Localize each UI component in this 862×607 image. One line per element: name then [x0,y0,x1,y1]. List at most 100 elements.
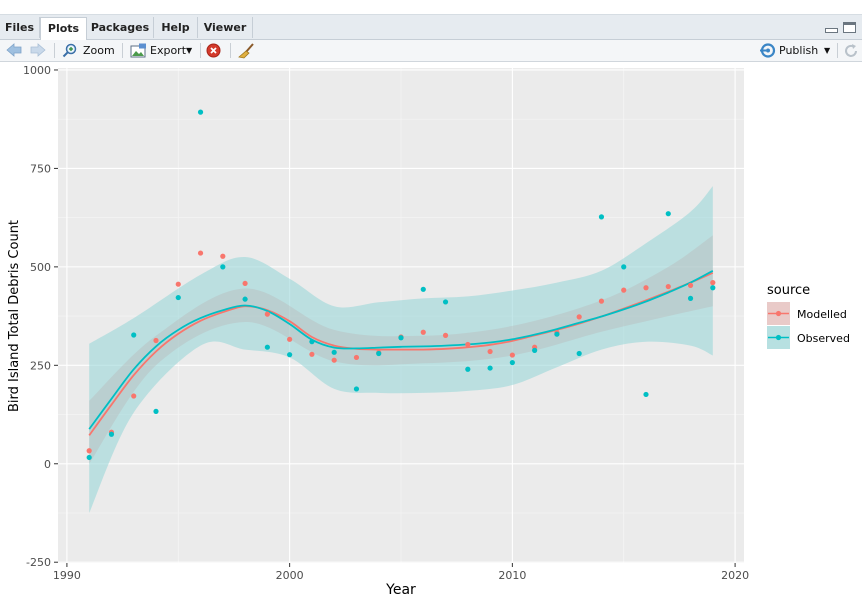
data-point-observed [598,214,605,220]
arrow-right-icon [30,43,46,57]
x-tick-label: 1990 [53,569,81,582]
legend-label-modelled: Modelled [797,308,847,321]
refresh-button[interactable] [843,42,859,59]
x-tick-label: 2010 [498,569,526,582]
data-point-modelled [331,357,337,363]
data-point-observed [175,294,181,301]
export-label: Export [150,44,187,57]
data-point-modelled [220,253,226,259]
data-point-modelled [153,337,159,344]
x-axis-ticks: 1990 2000 2010 2020 [53,563,749,582]
data-point-modelled [420,329,426,335]
tab-viewer[interactable]: Viewer [198,17,253,38]
toolbar-separator [54,43,55,58]
forward-button[interactable] [30,42,46,59]
remove-plot-button[interactable] [206,42,222,59]
clear-all-button[interactable] [238,42,256,59]
zoom-button[interactable]: Zoom [62,42,115,59]
data-point-modelled [175,281,181,287]
smooth-lines [88,270,714,436]
y-tick-label: 0 [44,458,51,471]
smooth-line-observed [88,270,714,430]
data-point-modelled [264,311,270,317]
legend-key-point [775,310,782,317]
y-tick-label: 750 [30,162,51,175]
x-tick-label: 2000 [276,569,304,582]
data-point-modelled [487,348,493,355]
data-point-observed [532,347,538,353]
arrow-left-icon [6,43,22,57]
data-point-observed [554,331,560,337]
data-point-observed [576,350,582,357]
back-button[interactable] [6,42,22,59]
data-point-observed [687,295,694,301]
x-axis-title: Year [385,582,416,598]
data-point-observed [287,352,293,358]
toolbar-separator [200,43,201,58]
data-point-observed [331,349,337,355]
data-point-observed [398,335,404,341]
data-point-observed [643,391,649,398]
data-point-observed [242,296,248,302]
data-point-modelled [197,250,204,256]
export-button[interactable]: Export ▼ [130,42,196,59]
y-tick-label: 1000 [23,64,51,77]
pane-tab-bar: Files Plots Packages Help Viewer [0,15,862,40]
y-axis-title: Bird Island Total Debris Count [7,220,22,412]
tab-plots[interactable]: Plots [40,17,87,40]
toolbar-separator [837,43,838,58]
publish-button[interactable]: Publish ▼ [759,42,833,59]
data-point-observed [509,359,515,366]
toolbar-separator [122,43,123,58]
data-point-modelled [86,448,92,454]
data-point-observed [264,344,270,350]
data-point-modelled [598,298,605,304]
plot-viewer: -250 0 250 500 750 1000 1990 2000 2010 2020 Year… [0,62,862,603]
publish-icon [760,43,776,58]
data-point-modelled [242,280,248,287]
y-axis-ticks: -250 0 250 500 750 1000 [23,64,58,569]
window-top-strip [0,0,862,15]
data-point-observed [153,408,159,414]
y-tick-label: 500 [30,261,51,274]
maximize-icon[interactable] [843,22,856,33]
data-point-modelled [131,393,137,399]
data-point-observed [710,285,716,291]
data-point-observed [309,339,315,345]
tab-packages[interactable]: Packages [87,17,154,38]
data-point-modelled [353,354,360,361]
chevron-down-icon: ▼ [824,46,831,55]
data-point-modelled [576,314,582,320]
zoom-label: Zoom [83,44,115,57]
data-point-modelled [287,336,293,342]
tab-files[interactable]: Files [0,17,40,38]
data-point-modelled [442,332,449,338]
data-point-observed [621,264,627,270]
data-point-observed [108,431,115,437]
toolbar-separator [230,43,231,58]
broom-icon [238,43,254,59]
plots-toolbar: Zoom Export ▼ Publish ▼ [0,40,862,62]
y-tick-label: 250 [30,359,51,372]
tab-help[interactable]: Help [154,17,198,38]
data-point-observed [197,109,204,115]
legend-title: source [767,283,810,298]
data-point-observed [86,454,92,461]
minimize-icon[interactable] [825,28,838,33]
data-point-modelled [465,341,471,348]
data-point-modelled [643,285,649,291]
data-point-observed [353,386,360,392]
chevron-down-icon: ▼ [186,46,193,55]
x-tick-label: 2020 [721,569,749,582]
legend-key-point [775,334,782,341]
data-points [86,109,716,461]
data-point-observed [487,365,493,371]
data-point-observed [131,332,137,338]
remove-plot-icon [206,43,221,58]
refresh-icon [845,44,857,57]
data-point-modelled [710,280,716,286]
data-point-observed [665,211,671,217]
data-point-observed [465,366,471,372]
legend-label-observed: Observed [797,332,850,345]
legend: source Modelled Observed [767,283,850,349]
